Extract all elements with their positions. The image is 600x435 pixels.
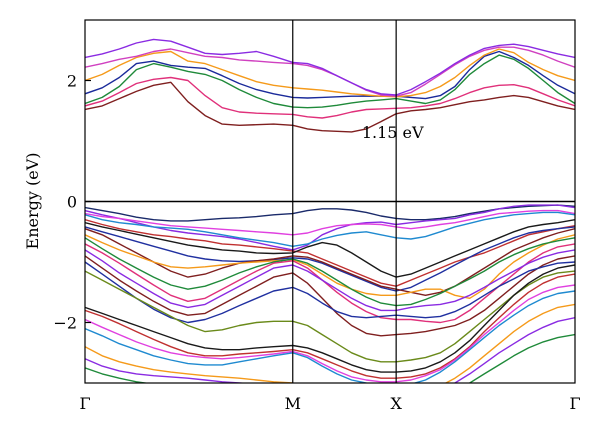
band-line-1 [85,81,575,133]
y-tick-label-1: 0 [67,193,77,212]
band-line-9 [85,204,575,251]
series-layer [85,38,575,383]
x-tick-label-0: Γ [79,394,90,413]
band-line-25 [85,284,575,383]
band-line-12 [85,219,575,287]
band-line-3 [85,54,575,109]
annotations: 1.15 eV [362,123,424,142]
x-tick-label-2: X [390,394,402,413]
band-line-27 [85,303,575,383]
band-line-11 [85,211,575,248]
y-tick-label-2: 2 [67,72,77,91]
band-line-26 [85,290,575,383]
band-line-20 [85,255,575,337]
band-line-13 [85,219,575,278]
band-gap-annotation: 1.15 eV [362,123,424,142]
band-line-10 [85,209,575,236]
band-line-17 [85,237,575,307]
band-line-24 [85,273,575,379]
band-line-23 [85,264,575,373]
band-line-28 [85,317,575,383]
band-line-2 [85,76,575,119]
band-line-19 [85,249,575,312]
band-line-29 [85,333,575,383]
band-line-4 [85,50,575,100]
band-line-5 [85,48,575,98]
band-line-14 [85,226,575,292]
band-line-7 [85,38,575,96]
x-tick-label-3: Γ [569,394,580,413]
x-tick-label-1: M [285,394,301,413]
band-line-22 [85,270,575,363]
y-axis-ticks: −2 0 2 [53,72,91,333]
band-line-15 [85,228,575,296]
band-line-16 [85,234,575,299]
y-tick-label-0: −2 [53,314,77,333]
y-axis-title: Energy (eV) [23,153,42,250]
